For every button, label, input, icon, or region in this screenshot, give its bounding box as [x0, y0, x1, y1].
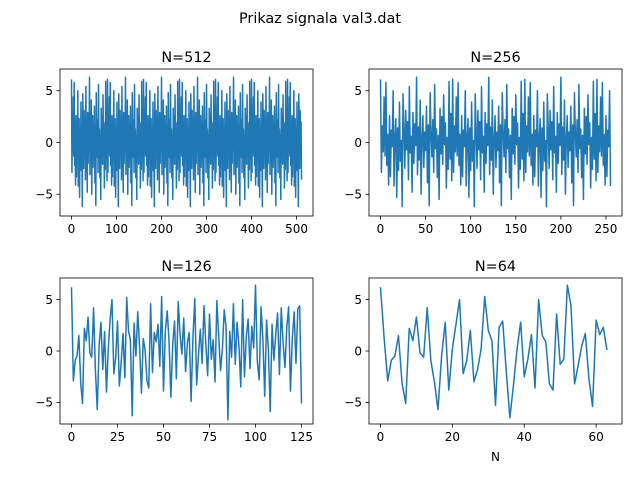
x-tick-label: 500 — [285, 222, 308, 236]
x-tick-label: 100 — [105, 222, 128, 236]
x-tick-label: 150 — [504, 222, 527, 236]
y-tick-label: −5 — [35, 188, 53, 202]
x-tick-label: 40 — [517, 430, 532, 444]
x-tick-label: 100 — [459, 222, 482, 236]
x-tick-label: 300 — [195, 222, 218, 236]
y-tick-label: 0 — [354, 344, 362, 358]
x-tick-label: 0 — [68, 222, 76, 236]
x-tick-label: 75 — [202, 430, 217, 444]
y-tick-label: 0 — [45, 344, 53, 358]
x-tick-label: 25 — [110, 430, 125, 444]
figure-suptitle: Prikaz signala val3.dat — [239, 11, 401, 27]
x-tick-label: 0 — [377, 222, 385, 236]
y-tick-label: −5 — [344, 188, 362, 202]
x-tick-label: 250 — [595, 222, 618, 236]
x-tick-label: 125 — [290, 430, 313, 444]
x-tick-label: 100 — [244, 430, 267, 444]
subplot-1: 0 100 200 300 400 500 −5 0 5 N=512 — [35, 50, 314, 236]
subplot-4: 0 20 40 60 −5 0 5 N=64 N — [344, 259, 623, 464]
x-tick-label: 0 — [377, 430, 385, 444]
x-tick-label: 0 — [68, 430, 76, 444]
subplot-title: N=64 — [475, 259, 516, 275]
subplot-title: N=512 — [161, 50, 211, 66]
y-tick-label: −5 — [35, 396, 53, 410]
y-tick-label: 5 — [354, 84, 362, 98]
y-tick-label: 0 — [354, 136, 362, 150]
series-line — [379, 76, 612, 208]
y-tick-label: 5 — [45, 84, 53, 98]
x-tick-label: 400 — [240, 222, 263, 236]
series-line — [70, 284, 303, 421]
x-tick-label: 50 — [156, 430, 171, 444]
x-tick-label: 60 — [588, 430, 603, 444]
series-line — [379, 284, 608, 419]
x-tick-label: 50 — [418, 222, 433, 236]
x-tick-label: 200 — [549, 222, 572, 236]
y-tick-label: 5 — [45, 293, 53, 307]
x-tick-label: 20 — [445, 430, 460, 444]
y-tick-label: 5 — [354, 293, 362, 307]
subplot-title: N=126 — [161, 259, 211, 275]
subplot-title: N=256 — [470, 50, 520, 66]
x-tick-label: 200 — [150, 222, 173, 236]
subplot-2: 0 50 100 150 200 250 −5 0 5 N=256 — [344, 50, 623, 236]
y-tick-label: −5 — [344, 396, 362, 410]
subplot-3: 0 25 50 75 100 125 −5 0 5 N=126 — [35, 259, 314, 444]
y-tick-label: 0 — [45, 136, 53, 150]
x-axis-label: N — [491, 450, 500, 464]
series-line — [70, 76, 303, 208]
